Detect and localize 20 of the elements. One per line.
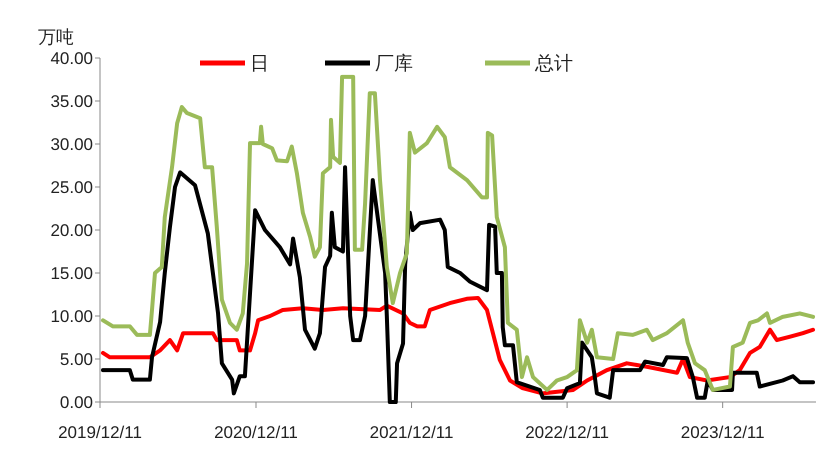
line-series xyxy=(100,74,816,392)
x-tick-label: 2022/12/11 xyxy=(525,423,610,442)
y-tick-label: 35.00 xyxy=(50,92,93,111)
x-tick-label: 2020/12/11 xyxy=(214,423,298,442)
x-tick-label: 2021/12/11 xyxy=(370,423,454,442)
y-tick-label: 10.00 xyxy=(50,306,93,326)
legend-label: 总计 xyxy=(534,54,573,75)
line-series xyxy=(100,296,816,396)
y-tick-label: 15.00 xyxy=(50,264,93,283)
x-tick-label: 2019/12/11 xyxy=(58,423,142,442)
y-tick-label: 40.00 xyxy=(50,48,93,68)
y-tick-label: 30.00 xyxy=(50,134,93,154)
y-tick-label: 5.00 xyxy=(60,350,93,369)
legend-label: 日 xyxy=(250,54,269,75)
y-tick-label: 25.00 xyxy=(50,178,93,197)
y-axis-title: 万吨 xyxy=(38,27,74,47)
x-tick-label: 2023/12/11 xyxy=(680,423,765,442)
legend-label: 厂库 xyxy=(375,52,413,75)
y-tick-label: 20.00 xyxy=(50,220,93,240)
y-tick-label: 0.00 xyxy=(60,392,93,412)
